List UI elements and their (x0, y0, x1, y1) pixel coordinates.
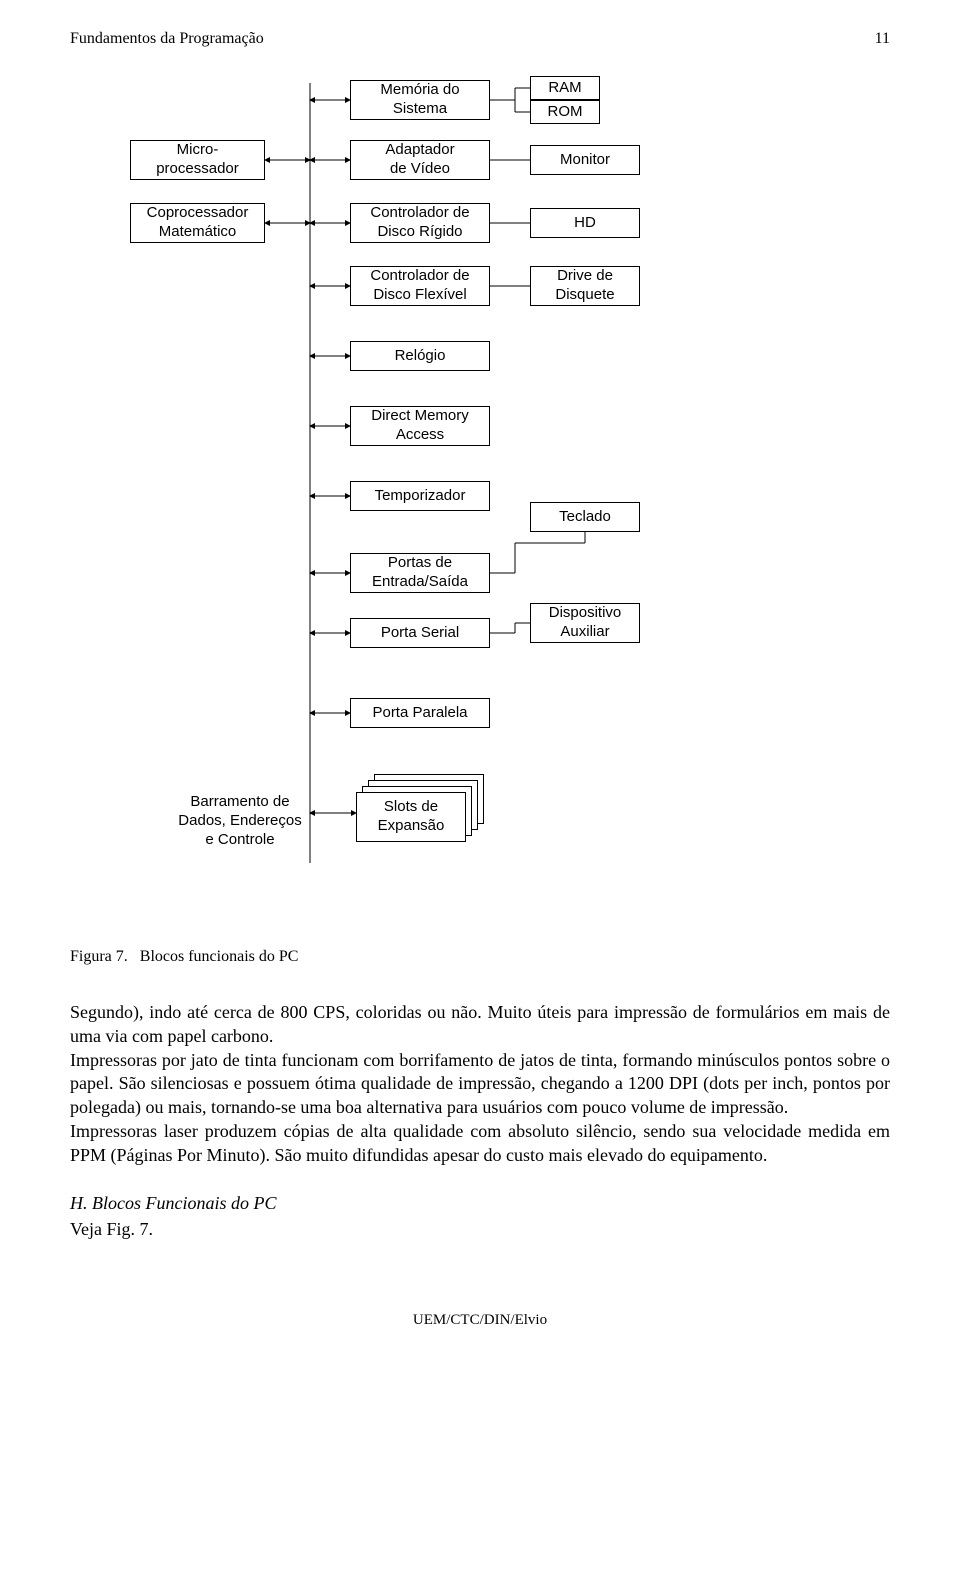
paragraph-3: Impressoras laser produzem cópias de alt… (70, 1120, 890, 1168)
node-floppy-drive: Drive deDisquete (530, 266, 640, 306)
node-monitor: Monitor (530, 145, 640, 175)
page-number: 11 (875, 30, 890, 48)
header-left: Fundamentos da Programação (70, 30, 264, 48)
block-diagram: Micro-processador CoprocessadorMatemátic… (70, 68, 890, 938)
node-microprocessor: Micro-processador (130, 140, 265, 180)
section-body: Veja Fig. 7. (70, 1218, 890, 1242)
node-dma: Direct MemoryAccess (350, 406, 490, 446)
paragraph-2: Impressoras por jato de tinta funcionam … (70, 1049, 890, 1120)
node-parallel-port: Porta Paralela (350, 698, 490, 728)
node-aux-device: DispositivoAuxiliar (530, 603, 640, 643)
node-rom: ROM (530, 100, 600, 124)
figure-caption: Figura 7. Blocos funcionais do PC (70, 948, 890, 966)
figure-label: Figura 7. (70, 948, 128, 965)
node-clock: Relógio (350, 341, 490, 371)
paragraph-1: Segundo), indo até cerca de 800 CPS, col… (70, 1001, 890, 1049)
node-expansion-slots: Slots deExpansão (356, 792, 466, 842)
node-video-adapter: Adaptadorde Vídeo (350, 140, 490, 180)
section-heading: H. Blocos Funcionais do PC (70, 1193, 890, 1214)
node-timer: Temporizador (350, 481, 490, 511)
node-fd-controller: Controlador deDisco Flexível (350, 266, 490, 306)
node-coprocessor: CoprocessadorMatemático (130, 203, 265, 243)
node-system-memory: Memória doSistema (350, 80, 490, 120)
page-footer: UEM/CTC/DIN/Elvio (70, 1312, 890, 1329)
figure-text: Blocos funcionais do PC (140, 948, 299, 965)
page-header: Fundamentos da Programação 11 (70, 30, 890, 48)
node-hd-controller: Controlador deDisco Rígido (350, 203, 490, 243)
node-serial-port: Porta Serial (350, 618, 490, 648)
bus-label: Barramento de Dados, Endereços e Control… (160, 793, 320, 849)
node-ram: RAM (530, 76, 600, 100)
node-keyboard: Teclado (530, 502, 640, 532)
node-hd: HD (530, 208, 640, 238)
page: Fundamentos da Programação 11 (0, 0, 960, 1369)
node-io-ports: Portas deEntrada/Saída (350, 553, 490, 593)
